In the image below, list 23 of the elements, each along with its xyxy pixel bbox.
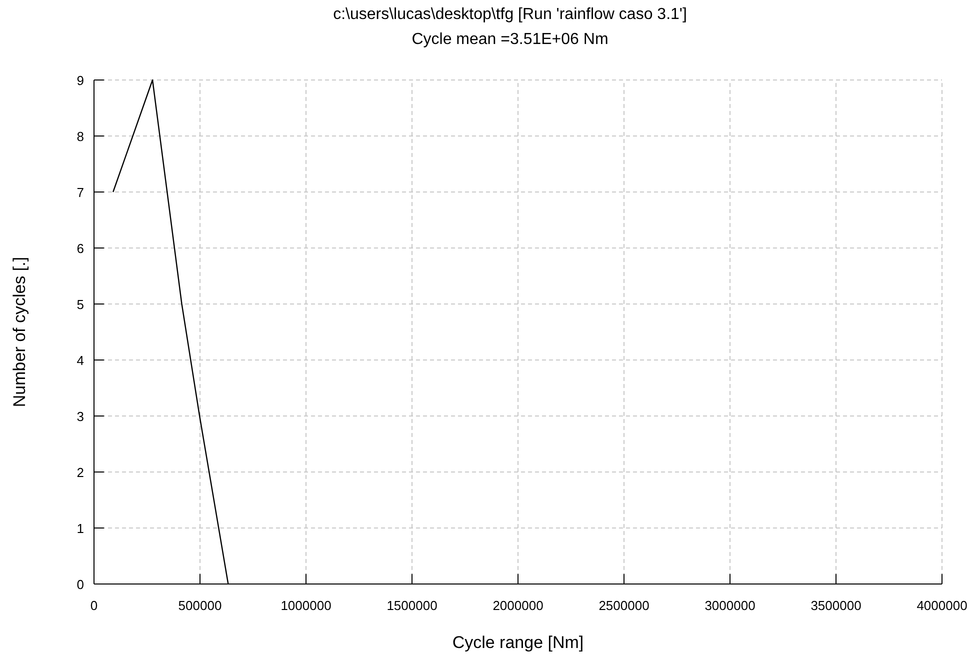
x-tick-label: 500000 [178, 598, 222, 613]
x-tick-label: 3500000 [810, 598, 862, 613]
y-tick-label: 0 [76, 577, 84, 592]
x-tick-label: 2500000 [598, 598, 650, 613]
y-tick-label: 2 [76, 465, 84, 480]
x-tick-label: 3000000 [704, 598, 756, 613]
chart-title: c:\users\lucas\desktop\tfg [Run 'rainflow caso 3.1'] [333, 6, 687, 23]
y-tick-label: 5 [76, 297, 84, 312]
y-axis-title: Number of cycles [.] [10, 256, 29, 408]
chart-subtitle: Cycle mean =3.51E+06 Nm [412, 31, 608, 48]
x-tick-label: 1500000 [386, 598, 438, 613]
x-axis-title: Cycle range [Nm] [452, 633, 584, 652]
y-tick-label: 3 [76, 409, 84, 424]
x-tick-label: 4000000 [916, 598, 968, 613]
y-tick-label: 8 [76, 129, 84, 144]
x-tick-label: 2000000 [492, 598, 544, 613]
y-tick-label: 7 [76, 185, 84, 200]
y-tick-label: 9 [76, 73, 84, 88]
y-tick-label: 4 [76, 353, 84, 368]
y-tick-label: 1 [76, 521, 84, 536]
y-tick-label: 6 [76, 241, 84, 256]
x-tick-label: 0 [90, 598, 98, 613]
x-tick-label: 1000000 [280, 598, 332, 613]
